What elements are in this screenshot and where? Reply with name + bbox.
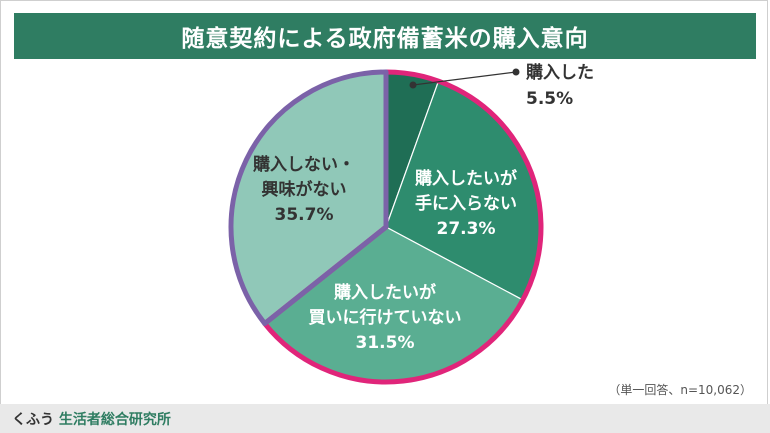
brand-prefix: くふう bbox=[12, 412, 54, 428]
purple-outline bbox=[228, 69, 389, 327]
leader-dot bbox=[409, 81, 417, 89]
slice-4-label: 購入しない・ bbox=[253, 154, 355, 175]
brand-logo: くふう 生活者総合研究所 bbox=[12, 409, 171, 429]
highlight-outline bbox=[262, 69, 544, 385]
slice-2-label: 手に入らない bbox=[415, 193, 517, 214]
slice-1-value: 5.5% bbox=[526, 89, 573, 109]
sample-note: （単一回答、n=10,062） bbox=[608, 383, 752, 397]
slice-2-label: 購入したいが bbox=[415, 168, 517, 189]
slice-3-label: 購入したいが bbox=[334, 282, 436, 303]
brand-name: 生活者総合研究所 bbox=[58, 412, 171, 428]
slice-3-label: 買いに行けていない bbox=[309, 307, 462, 328]
footer: くふう 生活者総合研究所 bbox=[0, 404, 770, 433]
leader-end-dot bbox=[512, 68, 520, 76]
slice-2-value: 27.3% bbox=[437, 219, 496, 239]
chart-title: 随意契約による政府備蓄米の購入意向 bbox=[181, 26, 589, 52]
slice-1-label: 購入した bbox=[526, 62, 594, 83]
slice-4-value: 35.7% bbox=[275, 205, 334, 225]
slice-3-value: 31.5% bbox=[356, 333, 415, 353]
slice-4-label: 興味がない bbox=[262, 179, 347, 200]
leader-line bbox=[412, 71, 517, 86]
title-bar: 随意契約による政府備蓄米の購入意向 bbox=[14, 13, 756, 59]
